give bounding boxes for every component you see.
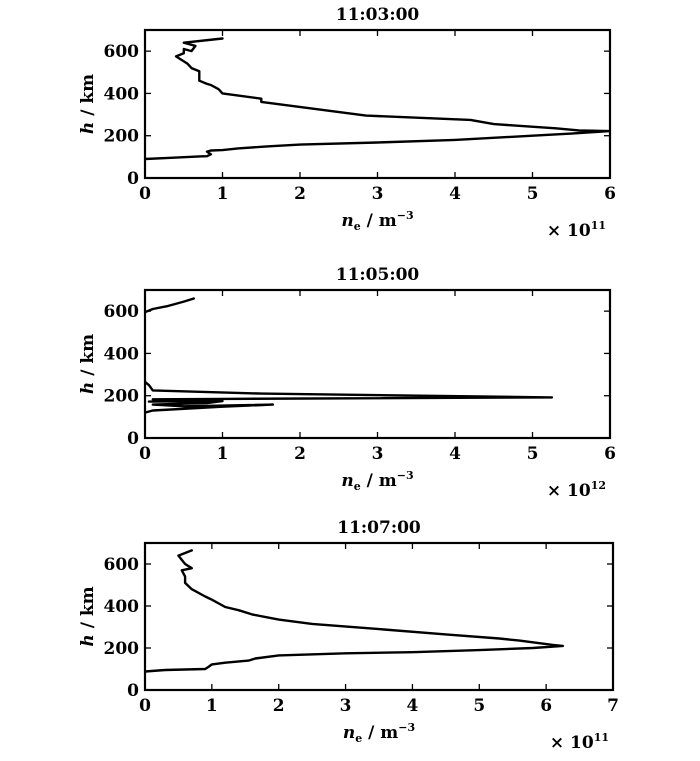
x-multiplier-base: × 10 [547, 481, 591, 501]
x-label-unit: / m [361, 471, 397, 491]
y-tick-label: 600 [104, 42, 140, 62]
plot-frame [143, 28, 612, 180]
x-label-symbol: n [341, 211, 353, 231]
x-tick-label: 5 [527, 444, 539, 464]
y-axis-label: h / km [78, 334, 98, 394]
profile-line-1 [145, 379, 554, 414]
x-label-subscript: e [355, 732, 362, 745]
y-tick-label: 600 [104, 302, 140, 322]
x-tick-label: 0 [139, 696, 151, 716]
chart-panel-3: 11:07:00 0 1 2 3 4 5 6 7 0 200 400 600 ne / m−3 × 1011… [78, 518, 619, 753]
x-tick-label: 4 [449, 444, 461, 464]
y-tick-label: 600 [104, 555, 140, 575]
x-axis-label: ne / m−3 [341, 469, 413, 493]
y-label-symbol: h [78, 634, 98, 646]
y-axis-label: h / km [78, 74, 98, 134]
x-tick-label: 6 [604, 444, 616, 464]
x-tick-label: 2 [294, 184, 306, 204]
x-tick-label: 3 [340, 696, 352, 716]
x-tick-label: 2 [294, 444, 306, 464]
x-tick-label: 0 [139, 444, 151, 464]
x-tick-label: 6 [540, 696, 552, 716]
y-tick-label: 200 [104, 387, 140, 407]
profile-line-1 [145, 549, 565, 673]
chart-panel-1: 11:03:00 0 1 2 3 4 5 6 0 200 400 600 ne / m−3 × 1011 h… [78, 5, 616, 241]
x-tick-label: 1 [206, 696, 218, 716]
x-axis-label: ne / m−3 [343, 721, 415, 745]
x-tick-label: 0 [139, 184, 151, 204]
x-tick-label: 1 [217, 444, 229, 464]
x-label-subscript: e [354, 480, 361, 493]
x-label-unit: / m [361, 211, 397, 231]
x-label-symbol: n [341, 471, 353, 491]
chart-title: 11:05:00 [336, 265, 420, 285]
x-tick-label: 3 [372, 444, 384, 464]
x-tick-label: 4 [407, 696, 419, 716]
y-label-symbol: h [78, 122, 98, 134]
x-multiplier-base: × 10 [547, 221, 591, 241]
profile-line-1 [145, 37, 610, 161]
y-tick-label: 400 [104, 344, 140, 364]
x-tick-label: 1 [217, 184, 229, 204]
x-tick-label: 4 [449, 184, 461, 204]
y-tick-label: 200 [104, 127, 140, 147]
y-tick-label: 0 [127, 681, 139, 701]
y-axis-label: h / km [78, 586, 98, 646]
y-tick-label: 200 [104, 639, 140, 659]
y-tick-label: 0 [127, 429, 139, 449]
plot-frame [143, 288, 612, 440]
chart-title: 11:03:00 [336, 5, 420, 25]
x-tick-label: 5 [527, 184, 539, 204]
x-tick-label: 7 [607, 696, 619, 716]
y-label-unit: / km [78, 586, 98, 634]
x-axis-label: ne / m−3 [341, 209, 413, 233]
x-label-unit-exponent: −3 [397, 469, 414, 482]
plot-frame [143, 541, 615, 692]
x-multiplier: × 1011 [550, 731, 609, 753]
x-label-subscript: e [354, 220, 361, 233]
x-multiplier-exponent: 11 [594, 731, 609, 744]
x-multiplier: × 1011 [547, 219, 606, 241]
x-tick-label: 2 [273, 696, 285, 716]
x-multiplier-base: × 10 [550, 733, 594, 753]
chart-title: 11:07:00 [337, 518, 421, 538]
y-label-symbol: h [78, 382, 98, 394]
y-tick-label: 400 [104, 84, 140, 104]
profile-line-2 [145, 297, 196, 314]
x-tick-label: 3 [372, 184, 384, 204]
x-label-unit-exponent: −3 [397, 209, 414, 222]
x-label-symbol: n [343, 723, 355, 743]
x-multiplier: × 1012 [547, 479, 606, 501]
x-multiplier-exponent: 11 [591, 219, 606, 232]
y-label-unit: / km [78, 334, 98, 382]
x-label-unit: / m [362, 723, 398, 743]
y-tick-label: 0 [127, 169, 139, 189]
x-tick-label: 6 [604, 184, 616, 204]
x-tick-label: 5 [473, 696, 485, 716]
x-label-unit-exponent: −3 [398, 721, 415, 734]
x-multiplier-exponent: 12 [591, 479, 606, 492]
y-tick-label: 400 [104, 597, 140, 617]
y-label-unit: / km [78, 74, 98, 122]
